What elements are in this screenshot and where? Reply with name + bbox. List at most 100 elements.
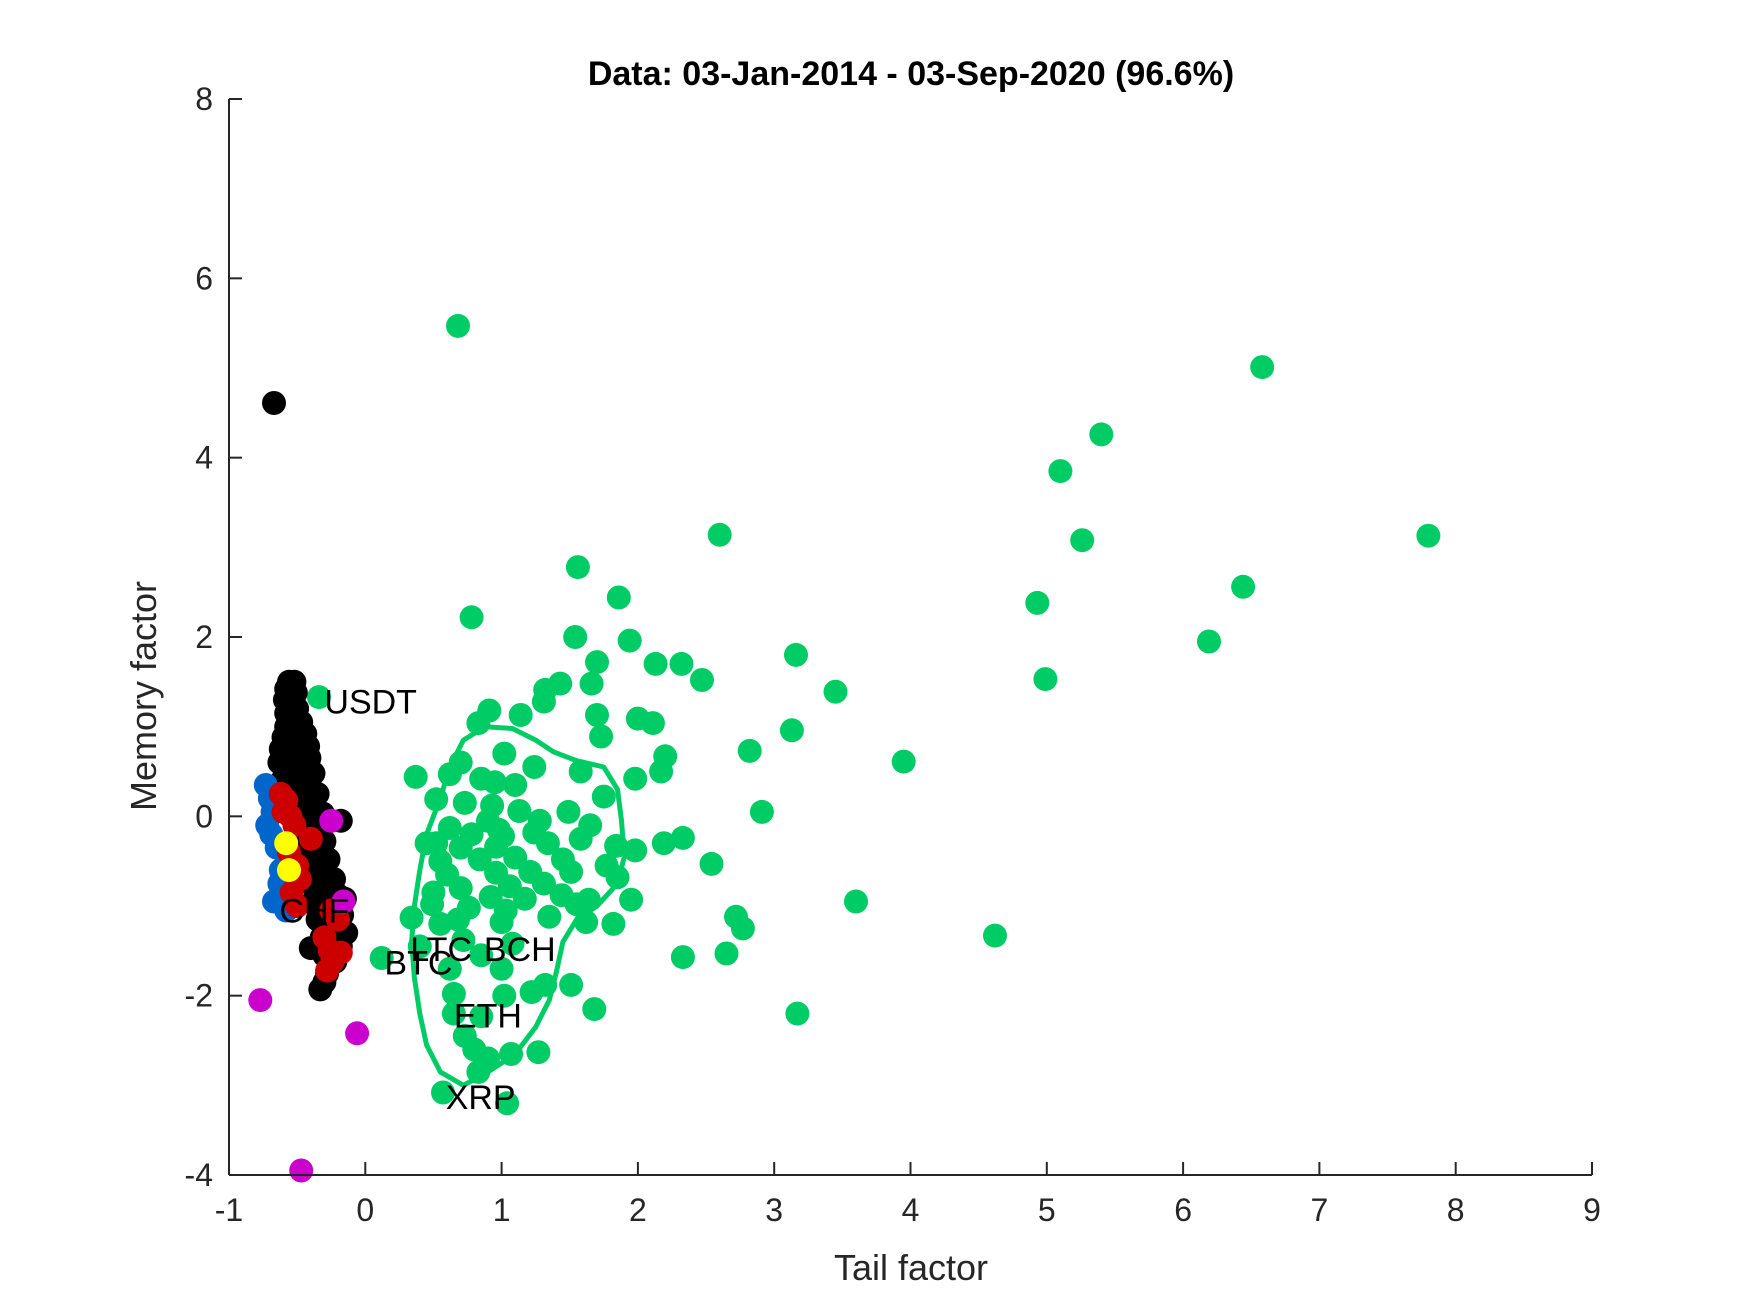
x-tick-label: 4 [902,1192,920,1228]
data-point [437,956,462,981]
data-point [623,838,648,863]
data-point [531,871,556,896]
data-point [617,628,642,653]
data-point [1231,574,1256,599]
data-point [1048,459,1073,484]
x-tick-label: 0 [356,1192,374,1228]
data-point [844,889,868,914]
magenta-series [248,808,370,1183]
data-point [507,799,532,823]
data-point [522,755,547,779]
x-tick-label: -1 [215,1192,243,1228]
data-point [508,703,533,727]
y-tick-label: 6 [195,260,213,296]
yellow-series [274,831,301,883]
data-point [1416,523,1441,548]
data-point [565,555,590,580]
data-point [574,910,599,935]
y-axis-label: Memory factor [123,581,164,811]
data-point [601,911,626,936]
data-point [495,1091,520,1116]
data-point [651,831,676,856]
data-point [466,711,491,736]
data-point [623,766,648,791]
y-tick-label: 0 [195,798,213,834]
data-point [403,764,428,789]
data-point [823,679,848,704]
data-point [500,931,525,956]
data-point [262,391,286,415]
data-point [737,738,762,763]
data-point [407,934,432,959]
data-point [619,887,644,912]
data-point [446,313,470,338]
data-point [714,941,739,966]
data-point [248,988,273,1013]
data-point [277,858,301,883]
data-point [519,980,544,1005]
x-tick-label: 5 [1038,1192,1056,1228]
x-tick-label: 8 [1447,1192,1465,1228]
data-point [591,784,616,809]
data-point [699,851,724,876]
data-point [559,972,584,997]
data-point [1089,422,1114,447]
data-point [499,1042,524,1066]
data-point [424,787,449,812]
data-point [559,859,584,884]
density-contour [409,724,627,1088]
data-point [466,1059,491,1084]
data-point [579,671,604,696]
data-point [451,928,476,953]
data-point [582,997,607,1022]
annotation-label: USDT [324,684,417,722]
data-point [779,718,804,743]
y-tick-label: 4 [195,440,213,476]
data-point [448,876,473,901]
data-point [489,956,514,981]
data-point [1250,355,1275,380]
data-point [784,642,808,667]
annotation-label: ETH [454,997,522,1035]
data-point [492,983,517,1008]
data-point [585,703,609,727]
data-point [414,831,439,856]
data-point [670,825,695,850]
x-tick-label: 7 [1311,1192,1329,1228]
data-point [492,741,517,766]
data-point [568,759,593,784]
data-point [428,911,453,936]
data-point [535,831,560,856]
data-point [563,625,588,649]
data-point [1025,590,1050,615]
data-point [527,808,552,833]
chart-title: Data: 03-Jan-2014 - 03-Sep-2020 (96.6%) [588,55,1234,93]
data-point [606,585,631,610]
data-point [503,845,528,870]
data-point [285,894,310,918]
data-point [669,651,694,676]
data-point [785,1001,810,1026]
y-tick-label: 2 [195,619,213,655]
annotation-label: LTC [410,931,472,969]
data-point [459,605,484,630]
data-point [526,1040,551,1065]
data-point [289,1158,314,1183]
data-point [369,946,394,970]
annotation-label: BCH [484,931,556,969]
y-tick-label: -2 [185,978,213,1014]
x-axis-ticks: -1 0 1 2 3 4 5 6 7 8 9 [215,1162,1601,1228]
data-point [467,847,492,872]
x-tick-label: 6 [1174,1192,1192,1228]
data-point [556,799,581,824]
data-point [690,668,714,692]
data-point [437,762,462,787]
x-tick-label: 9 [1583,1192,1601,1228]
data-point [486,817,511,842]
data-point [605,865,630,890]
data-point [431,1080,455,1105]
data-point [585,650,609,675]
data-point [503,773,528,797]
